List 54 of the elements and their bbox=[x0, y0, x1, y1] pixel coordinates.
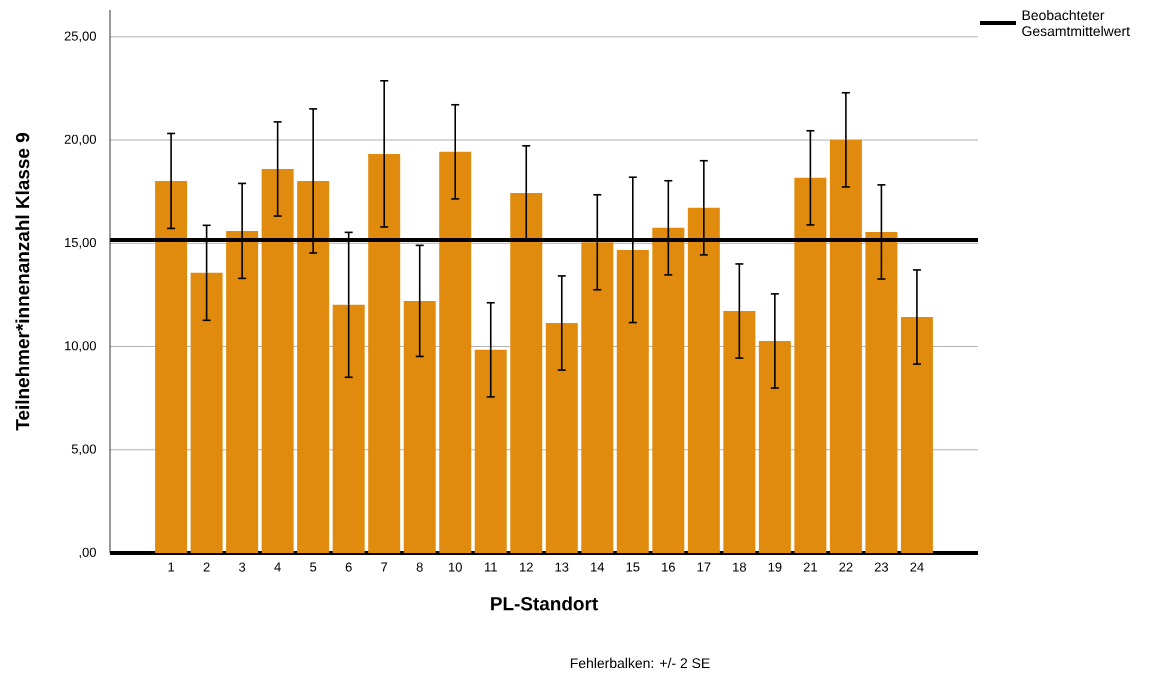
bar bbox=[723, 311, 756, 553]
x-tick-label: 10 bbox=[449, 562, 462, 572]
y-tick-label: 5,00 bbox=[71, 444, 96, 456]
x-axis-title: PL-Standort bbox=[491, 596, 598, 611]
bar bbox=[758, 340, 791, 553]
bar bbox=[332, 304, 365, 553]
bar bbox=[900, 316, 933, 553]
text: Fehlerbalken: +/- 2 SE bbox=[570, 657, 710, 669]
x-tick-label: 17 bbox=[697, 562, 711, 572]
x-tick-label: 22 bbox=[839, 562, 853, 572]
y-tick-label: 15,00 bbox=[65, 237, 96, 249]
x-tick-label: 5 bbox=[310, 562, 317, 572]
x-tick-label: 6 bbox=[345, 562, 352, 572]
x-tick-label: 14 bbox=[591, 562, 605, 572]
bar bbox=[155, 180, 188, 553]
bar bbox=[829, 139, 862, 553]
bar bbox=[474, 349, 507, 553]
x-tick-label: 15 bbox=[626, 562, 640, 572]
bar bbox=[439, 151, 472, 553]
x-tick-label: 19 bbox=[768, 562, 782, 572]
y-tick-label: ,00 bbox=[79, 547, 96, 559]
y-tick-label: 10,00 bbox=[65, 341, 96, 352]
bar bbox=[226, 230, 259, 553]
bar bbox=[616, 249, 649, 553]
bar bbox=[581, 242, 614, 553]
x-tick-label: 18 bbox=[733, 562, 746, 572]
x-tick-label: 16 bbox=[662, 562, 675, 572]
x-tick-label: 24 bbox=[910, 562, 924, 572]
bar bbox=[368, 153, 401, 553]
bar bbox=[687, 207, 720, 553]
x-tick-label: 7 bbox=[381, 562, 388, 572]
x-tick-label: 13 bbox=[555, 562, 569, 572]
bar bbox=[510, 192, 543, 553]
bar bbox=[652, 227, 685, 553]
x-tick-label: 12 bbox=[520, 562, 533, 572]
y-tick-label: 20,00 bbox=[64, 134, 96, 146]
legend-label: Beobachteter Gesamtmittelwert bbox=[1022, 9, 1130, 37]
x-tick-label: 1 bbox=[168, 562, 175, 572]
x-tick-label: 8 bbox=[416, 562, 423, 572]
bar bbox=[297, 180, 330, 553]
x-tick-label: 21 bbox=[803, 562, 817, 572]
x-tick-label: 11 bbox=[485, 562, 497, 572]
bar bbox=[545, 322, 578, 553]
x-tick-label: 23 bbox=[874, 562, 889, 572]
bar bbox=[865, 231, 898, 553]
y-axis-title: Teilnehmer*innenanzahl Klasse 9 bbox=[15, 132, 30, 431]
bar bbox=[403, 300, 436, 553]
bar bbox=[190, 272, 223, 553]
x-tick-label: 4 bbox=[274, 562, 281, 572]
y-tick-label: 25,00 bbox=[64, 31, 96, 43]
bar bbox=[794, 177, 827, 553]
x-tick-label: 2 bbox=[203, 562, 210, 572]
bar bbox=[261, 168, 294, 553]
x-tick-label: 3 bbox=[239, 562, 246, 572]
